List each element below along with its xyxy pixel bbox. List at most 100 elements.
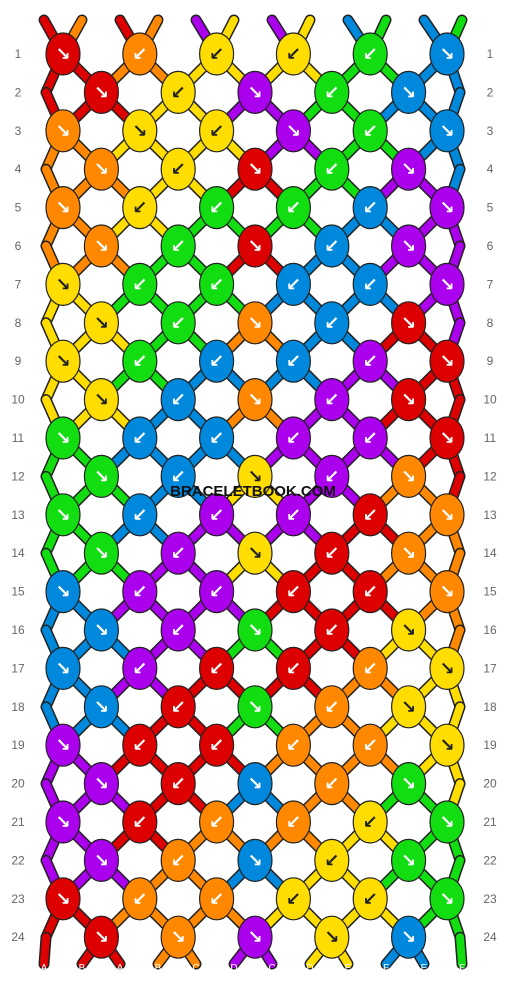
knot-shape — [83, 378, 120, 422]
row-number-left: 8 — [15, 316, 22, 330]
arrow-down-left-icon: ↙ — [132, 582, 147, 603]
arrow-down-left-icon: ↙ — [286, 428, 301, 449]
knot: ↙ — [160, 70, 196, 115]
knot: ↙ — [314, 838, 350, 883]
row-number-right: 13 — [483, 508, 497, 522]
arrow-down-right-icon: ↘ — [94, 620, 109, 641]
knot-shape — [160, 761, 196, 806]
knot: ↙ — [160, 378, 196, 422]
row-number-left: 3 — [15, 124, 22, 138]
knot: ↘ — [45, 877, 81, 921]
knot-shape — [122, 109, 158, 153]
knot-shape — [45, 493, 81, 537]
knot: ↙ — [352, 32, 388, 76]
row-number-left: 24 — [11, 930, 25, 944]
knot-shape — [314, 531, 350, 575]
knot: ↘ — [83, 301, 120, 345]
knot-shape — [45, 877, 81, 921]
arrow-down-left-icon: ↙ — [324, 390, 339, 411]
arrow-down-left-icon: ↙ — [132, 735, 147, 756]
knot-shape — [160, 378, 196, 422]
knot: ↘ — [429, 877, 465, 921]
knot: ↘ — [391, 531, 427, 575]
arrow-down-right-icon: ↘ — [401, 774, 416, 795]
arrow-down-right-icon: ↘ — [94, 697, 109, 718]
knot-shape — [352, 569, 388, 614]
knot-shape — [160, 685, 196, 729]
arrow-down-left-icon: ↙ — [171, 850, 186, 871]
row-number-left: 5 — [15, 201, 22, 215]
arrow-down-right-icon: ↘ — [94, 390, 109, 411]
knot: ↙ — [160, 147, 196, 191]
row-number-right: 1 — [487, 47, 494, 61]
row-number-left: 1 — [15, 47, 22, 61]
knot-shape — [429, 877, 465, 921]
arrow-down-right-icon: ↘ — [94, 774, 109, 795]
arrow-down-left-icon: ↙ — [171, 466, 186, 487]
arrow-down-right-icon: ↘ — [401, 313, 416, 334]
knot: ↙ — [160, 838, 196, 883]
knot: ↙ — [199, 416, 235, 460]
knot: ↙ — [275, 186, 311, 230]
arrow-down-left-icon: ↙ — [132, 889, 147, 910]
knot: ↘ — [429, 569, 465, 614]
knot-shape — [391, 301, 427, 345]
arrow-down-left-icon: ↙ — [171, 236, 186, 257]
knot: ↘ — [391, 147, 427, 191]
knot: ↘ — [83, 147, 120, 191]
knot: ↙ — [314, 147, 350, 191]
knot-shape — [199, 32, 235, 76]
knot: ↙ — [275, 646, 311, 691]
knot: ↙ — [352, 493, 388, 537]
row-number-left: 23 — [11, 892, 25, 906]
knot: ↘ — [45, 186, 81, 230]
strand-label-bottom: C — [192, 963, 199, 974]
knot: ↙ — [160, 224, 196, 268]
knot-shape — [352, 493, 388, 537]
knot: ↘ — [237, 301, 273, 345]
knot: ↘ — [237, 838, 273, 883]
arrow-down-left-icon: ↙ — [171, 774, 186, 795]
knot-shape — [160, 224, 196, 268]
knot: ↙ — [275, 32, 311, 76]
arrow-down-left-icon: ↙ — [209, 505, 224, 526]
knot: ↙ — [122, 262, 158, 306]
arrow-down-left-icon: ↙ — [132, 44, 147, 65]
arrow-down-left-icon: ↙ — [171, 543, 186, 564]
strand-label-bottom: F — [383, 963, 389, 974]
arrow-down-right-icon: ↘ — [55, 351, 70, 372]
knot-shape — [352, 877, 388, 921]
knot-shape — [237, 378, 273, 422]
strand-label-top: A — [117, 4, 124, 15]
knot-shape — [275, 800, 311, 844]
knot: ↙ — [160, 531, 196, 575]
arrow-down-left-icon: ↙ — [209, 812, 224, 833]
arrow-down-right-icon: ↘ — [401, 543, 416, 564]
row-number-left: 17 — [11, 661, 25, 675]
row-number-right: 23 — [483, 892, 497, 906]
knot: ↘ — [83, 454, 120, 498]
knot: ↙ — [275, 800, 311, 844]
knot: ↙ — [122, 723, 158, 767]
knot-shape — [45, 262, 81, 306]
knot-shape — [237, 608, 273, 652]
knot-shape — [199, 339, 235, 383]
knot: ↙ — [199, 186, 235, 230]
knot-shape — [122, 569, 158, 614]
knot: ↘ — [45, 262, 81, 306]
knot: ↘ — [237, 531, 273, 575]
knot: ↘ — [391, 224, 427, 268]
knot-shape — [83, 147, 120, 191]
knot-shape — [45, 723, 81, 767]
row-number-right: 18 — [483, 700, 497, 714]
knot-shape — [122, 32, 158, 76]
arrow-down-left-icon: ↙ — [209, 735, 224, 756]
knot-shape — [275, 109, 311, 153]
knot: ↘ — [237, 685, 273, 729]
arrow-down-left-icon: ↙ — [171, 620, 186, 641]
arrow-down-right-icon: ↘ — [439, 274, 454, 295]
knot-shape — [314, 378, 350, 422]
arrow-down-left-icon: ↙ — [324, 543, 339, 564]
knot: ↘ — [45, 109, 81, 153]
